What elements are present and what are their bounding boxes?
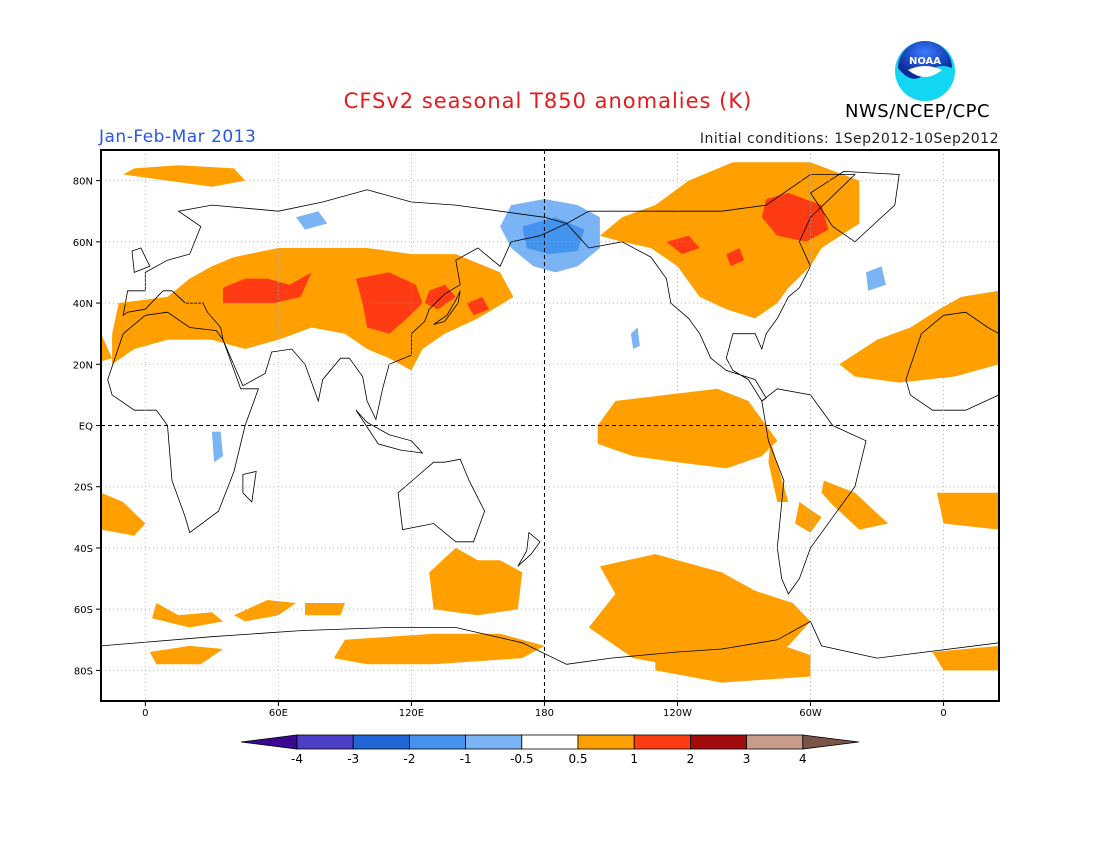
colorbar-high-arrow — [802, 734, 859, 750]
africa-coastline — [107, 311, 259, 534]
anomaly-southern-indian-warm — [429, 547, 523, 616]
colorbar-label: -1 — [460, 752, 472, 766]
anomaly-southwest-atlantic-warm — [795, 502, 822, 533]
eurasia-coastline — [122, 189, 568, 421]
colorbar-label: -2 — [403, 752, 415, 766]
lat-label: 20S — [74, 483, 93, 494]
anomaly-hudson-bay-hot — [761, 192, 829, 242]
lon-label: 120W — [663, 708, 692, 719]
anomaly-south-atlantic-east-warm — [936, 492, 999, 530]
colorbar-label: 0.5 — [568, 752, 587, 766]
anomaly-alaska-yukon-hot — [666, 235, 700, 255]
colorbar-bin — [296, 734, 354, 750]
lat-label: 80N — [73, 177, 93, 188]
madagascar-coastline — [242, 470, 257, 503]
lat-label: 80S — [74, 666, 93, 677]
initial-conditions: Initial conditions: 1Sep2012-10Sep2012 — [699, 131, 999, 147]
anomaly-south-atlantic-warm — [821, 480, 889, 530]
antarctica-coastline — [101, 620, 999, 701]
lon-label: 180 — [535, 708, 554, 719]
colorbar-bin — [352, 734, 410, 750]
new-zealand-coastline — [517, 531, 541, 567]
lat-lon-grid — [101, 150, 999, 701]
anomaly-eurasia-warm — [112, 248, 514, 371]
lon-label: 0 — [940, 708, 946, 719]
colorbar-bin — [633, 734, 691, 750]
anomaly-antarctic-west-warm — [149, 645, 223, 665]
anomaly-north-america-warm — [599, 162, 860, 319]
colorbar-bin — [521, 734, 579, 750]
noaa-logo-text: NOAA — [909, 56, 941, 67]
australia-coastline — [397, 458, 486, 543]
lat-label: 40S — [74, 544, 93, 555]
anomaly-southern-ocean-west-warm — [152, 603, 223, 628]
colorbar-bin — [690, 734, 748, 750]
colorbar-bin — [408, 734, 466, 750]
colorbar-label: -4 — [291, 752, 303, 766]
colorbar-label: 3 — [743, 752, 751, 766]
anomaly-arctic-europe-warm — [123, 165, 246, 187]
map-title: CFSv2 seasonal T850 anomalies (K) — [343, 89, 753, 113]
anomaly-north-atlantic-warm — [101, 333, 113, 362]
lon-label: 0 — [142, 708, 148, 719]
lat-label: 20N — [73, 360, 93, 371]
colorbar-bin — [577, 734, 635, 750]
anomaly-central-asia-hot — [223, 272, 312, 304]
anomaly-japan-sea-hot — [466, 296, 489, 316]
anomaly-antarctic-indian-warm — [333, 633, 545, 665]
anomaly-antarctic-east-warm — [932, 645, 999, 671]
anomaly-tropical-pacific-warm — [597, 388, 778, 469]
anomaly-pacific-cold — [630, 327, 640, 349]
japan-coastline — [433, 290, 461, 325]
anomaly-fields — [101, 162, 999, 683]
colorbar-low-arrow — [240, 734, 298, 750]
anomaly-west-south-america-warm — [768, 440, 789, 502]
lat-label: 60S — [74, 605, 93, 616]
colorbar-bin — [746, 734, 804, 750]
colorbar-label: 1 — [630, 752, 638, 766]
lat-label: 60N — [73, 238, 93, 249]
anomaly-north-atlantic-cold — [866, 266, 886, 291]
colorbar-label: -3 — [347, 752, 359, 766]
indonesia-coastline — [355, 409, 424, 454]
north-america-coastline — [565, 174, 856, 402]
lon-label: 120E — [399, 708, 424, 719]
lon-label: 60E — [269, 708, 288, 719]
coastlines — [101, 170, 999, 701]
anomaly-east-africa-cold — [211, 431, 223, 463]
noaa-logo-icon: NOAA — [895, 41, 955, 101]
anomaly-manchuria-hot — [424, 284, 456, 310]
agency-label: NWS/NCEP/CPC — [845, 101, 991, 122]
greenland-coastline — [809, 170, 900, 243]
anomaly-central-canada-hot — [726, 248, 744, 267]
axis-labels: 80N 60N 40N 20N EQ 20S 40S 60S 80S 0 60E 120E 180 120… — [73, 177, 947, 719]
south-america-coastline — [761, 388, 867, 595]
anomaly-southern-ocean-mid-warm — [234, 600, 297, 622]
anomaly-south-indian-warm — [101, 492, 146, 536]
forecast-period: Jan-Feb-Mar 2013 — [99, 127, 257, 147]
lat-label: EQ — [79, 422, 93, 433]
uk-coastline — [131, 247, 151, 273]
anomaly-kara-sea-cold — [296, 211, 328, 230]
anomaly-atlantic-warm — [839, 290, 999, 383]
colorbar-label: 2 — [687, 752, 695, 766]
colorbar-legend: -4 -3 -2 -1 -0.5 0.5 1 2 3 4 — [240, 734, 859, 766]
colorbar-label: -0.5 — [510, 752, 533, 766]
lon-label: 60W — [799, 708, 822, 719]
lat-label: 40N — [73, 299, 93, 310]
anomaly-southern-ocean-east-warm — [305, 603, 345, 616]
africa-coastline-repeat — [905, 311, 999, 411]
colorbar-label: 4 — [799, 752, 807, 766]
colorbar-bin — [465, 734, 523, 750]
